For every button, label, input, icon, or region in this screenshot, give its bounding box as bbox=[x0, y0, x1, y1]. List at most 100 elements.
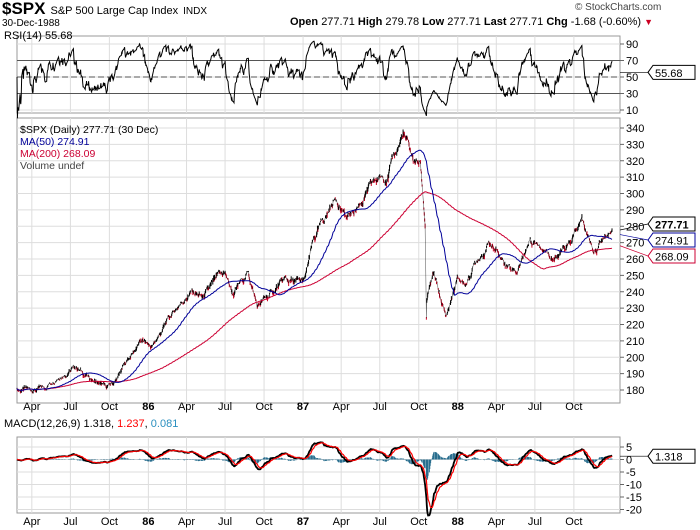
x-tick-label: Oct bbox=[101, 401, 118, 413]
price-tick-label: 240 bbox=[626, 287, 644, 299]
price-tick-label: 210 bbox=[626, 336, 644, 348]
legend-volume: Volume undef bbox=[20, 160, 85, 172]
macd-value-box: 1.318 bbox=[620, 448, 696, 464]
copyright[interactable]: © StockCharts.com bbox=[575, 2, 662, 13]
rsi-line bbox=[16, 40, 613, 119]
x-tick-label: 86 bbox=[142, 401, 154, 413]
price-tick-label: 190 bbox=[626, 369, 644, 381]
macd-tick-label: -10 bbox=[626, 480, 642, 492]
x-tick-label: Jul bbox=[218, 401, 232, 413]
rsi-tick-label: 10 bbox=[626, 105, 638, 117]
price-tick-label: 200 bbox=[626, 352, 644, 364]
macd-tick-label: -15 bbox=[626, 492, 642, 504]
x-tick-label: Jul bbox=[528, 516, 542, 528]
title-row: $SPX S&P 500 Large Cap Index INDX bbox=[2, 0, 207, 19]
x-tick-label: Apr bbox=[488, 401, 505, 413]
price-value-box: 277.71 bbox=[619, 216, 696, 232]
x-tick-label: Apr bbox=[333, 516, 350, 528]
last-label: Last bbox=[483, 16, 507, 28]
x-tick-label: Oct bbox=[410, 516, 427, 528]
macd-tick-label: 0 bbox=[626, 455, 632, 467]
macd-label: MACD(12,26,9) bbox=[4, 418, 81, 430]
price-tick-label: 310 bbox=[626, 172, 644, 184]
rsi-tick-label: 30 bbox=[626, 89, 638, 101]
ma50-value-box-frame bbox=[647, 232, 696, 248]
x-tick-label: Oct bbox=[565, 401, 582, 413]
chg-value: -1.68 (-0.60%) bbox=[570, 16, 642, 28]
open-label: Open bbox=[290, 16, 319, 28]
macd-value: 1.318 bbox=[83, 418, 112, 430]
x-tick-label: Apr bbox=[178, 401, 195, 413]
rsi-label: RSI(14) 55.68 bbox=[4, 30, 73, 42]
x-tick-label: Jul bbox=[373, 516, 387, 528]
legend-ma50: MA(50) 274.91 bbox=[20, 136, 90, 148]
panel-macd bbox=[16, 436, 621, 514]
rsi-tick-label: 90 bbox=[626, 39, 638, 51]
ma200-value-box-frame bbox=[647, 248, 696, 264]
macd-tick-label: -5 bbox=[626, 467, 636, 479]
x-tick-label: Jul bbox=[63, 516, 77, 528]
quote-bar: Open 277.71 High 279.78 Low 277.71 Last … bbox=[290, 16, 653, 28]
x-tick-label: Apr bbox=[23, 401, 40, 413]
chart-date: 30-Dec-1988 bbox=[2, 18, 60, 29]
price-tick-label: 320 bbox=[626, 156, 644, 168]
ma200-value-box-text: 268.09 bbox=[655, 251, 689, 263]
price-tick-label: 180 bbox=[626, 385, 644, 397]
x-tick-label: Jul bbox=[63, 401, 77, 413]
symbol: $SPX bbox=[2, 0, 46, 18]
price-tick-label: 330 bbox=[626, 139, 644, 151]
macd-tick-label: 5 bbox=[626, 442, 632, 454]
x-tick-label: Apr bbox=[333, 401, 350, 413]
macd-tick-label: -20 bbox=[626, 505, 642, 517]
x-tick-label: Apr bbox=[23, 516, 40, 528]
signal-line bbox=[17, 442, 613, 509]
x-tick-label: 88 bbox=[452, 401, 464, 413]
price-tick-label: 230 bbox=[626, 303, 644, 315]
x-tick-label: Oct bbox=[410, 401, 427, 413]
price-legend: $SPX (Daily) 277.71 (30 Dec) MA(50) 274.… bbox=[20, 124, 158, 172]
ma200-value-box: 268.09 bbox=[619, 245, 696, 264]
ma50-value-box-leader bbox=[619, 234, 649, 241]
ma50-value-box: 274.91 bbox=[619, 232, 696, 248]
macd-value-box-text: 1.318 bbox=[655, 452, 683, 464]
x-tick-label: Oct bbox=[101, 516, 118, 528]
price-tick-label: 340 bbox=[626, 123, 644, 135]
x-tick-label: 86 bbox=[142, 516, 154, 528]
triangle-down-icon: ▼ bbox=[644, 17, 654, 27]
price-tick-label: 220 bbox=[626, 320, 644, 332]
x-tick-label: Jul bbox=[218, 516, 232, 528]
x-tick-label: 87 bbox=[297, 401, 309, 413]
price-value-box-leader bbox=[619, 223, 649, 231]
price-tick-label: 260 bbox=[626, 254, 644, 266]
price-tick-label: 270 bbox=[626, 238, 644, 250]
price-tick-label: 280 bbox=[626, 221, 644, 233]
rsi-value-box-frame bbox=[647, 64, 696, 80]
low-label: Low bbox=[422, 16, 445, 28]
price-value-box-frame bbox=[647, 216, 696, 232]
index-name: S&P 500 Large Cap Index bbox=[50, 5, 179, 17]
ma50-value-box-text: 274.91 bbox=[655, 235, 689, 247]
price-tick-label: 290 bbox=[626, 205, 644, 217]
x-tick-label: 87 bbox=[297, 516, 309, 528]
macd-value-box-frame bbox=[647, 448, 696, 464]
rsi-value-box-text: 55.68 bbox=[655, 68, 683, 80]
high-value: 279.78 bbox=[385, 16, 420, 28]
exchange: INDX bbox=[183, 6, 208, 17]
chg-label: Chg bbox=[546, 16, 568, 28]
price-line bbox=[16, 133, 613, 394]
ma50-line bbox=[16, 149, 613, 392]
low-value: 277.71 bbox=[447, 16, 481, 28]
legend-price: $SPX (Daily) 277.71 (30 Dec) bbox=[20, 124, 159, 136]
x-tick-label: Oct bbox=[565, 516, 582, 528]
price-value-box-text: 277.71 bbox=[655, 219, 689, 231]
rsi-tick-label: 50 bbox=[626, 72, 638, 84]
x-tick-label: Jul bbox=[373, 401, 387, 413]
panel-rsi bbox=[16, 35, 621, 114]
x-tick-label: Apr bbox=[488, 516, 505, 528]
price-tick-label: 250 bbox=[626, 270, 644, 282]
high-label: High bbox=[357, 16, 383, 28]
ma200-value-box-leader bbox=[619, 245, 649, 257]
price-tick-label: 300 bbox=[626, 189, 644, 201]
